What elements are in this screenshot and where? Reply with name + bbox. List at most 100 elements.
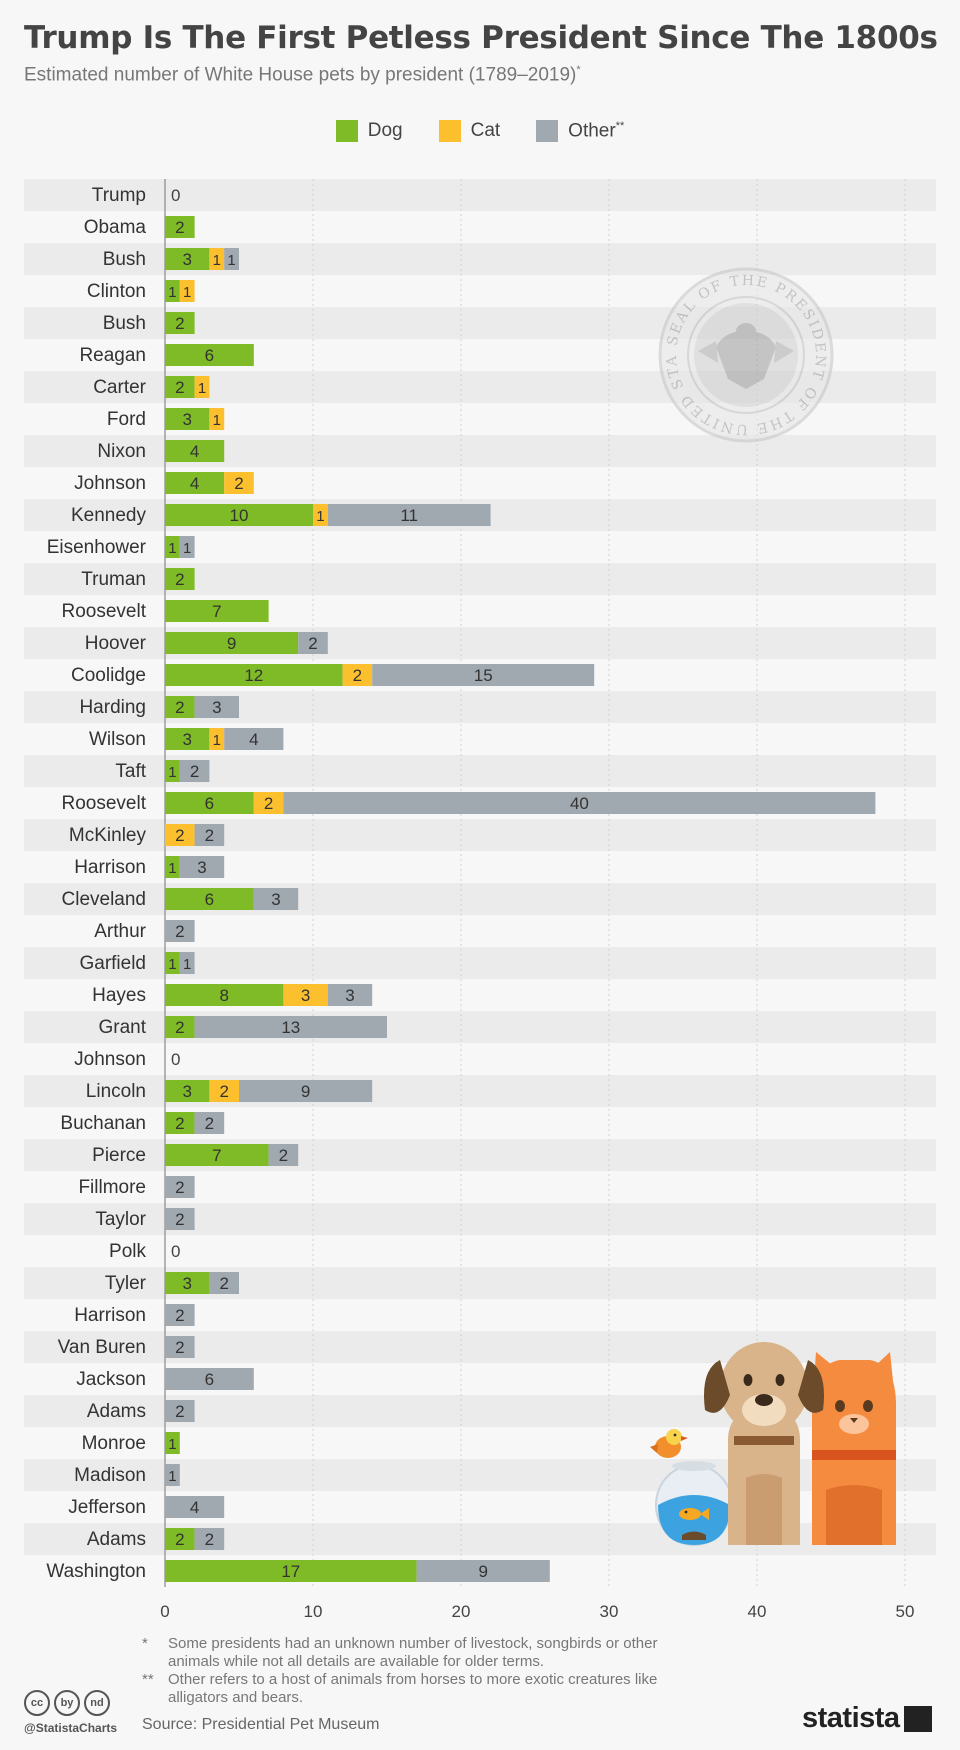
bar-value-label: 3 — [182, 1082, 191, 1101]
category-label: Johnson — [74, 473, 146, 494]
bar-value-label: 4 — [190, 442, 199, 461]
row-band — [24, 691, 936, 723]
bar-segment — [209, 1080, 239, 1102]
legend-swatch-cat — [438, 120, 461, 143]
bar-value-label: 2 — [175, 1018, 184, 1037]
bar-segment — [209, 1272, 239, 1294]
footnotes: * Some presidents had an unknown number … — [142, 1635, 688, 1707]
bar-value-label: 2 — [308, 634, 317, 653]
footnote-1-mark: * — [142, 1635, 148, 1652]
bar-segment — [165, 1144, 269, 1166]
category-label: Buchanan — [60, 1113, 146, 1134]
row-band — [24, 883, 936, 915]
fishbowl-icon — [655, 1461, 733, 1546]
bar-value-label: 1 — [168, 540, 176, 557]
bar-segment — [165, 1304, 195, 1326]
row-band — [24, 1011, 936, 1043]
bar-segment — [165, 1208, 195, 1230]
legend-label-dog: Dog — [367, 120, 403, 142]
bar-value-label: 1 — [168, 956, 176, 973]
bar-value-label: 1 — [316, 508, 324, 525]
cat-icon — [812, 1352, 896, 1545]
bar-segment — [165, 1560, 417, 1582]
bar-segment — [179, 760, 210, 782]
bar-value-label: 1 — [227, 252, 235, 269]
bar-value-label: 2 — [175, 378, 184, 397]
bar-value-label: 6 — [205, 794, 214, 813]
category-label: Garfield — [79, 953, 146, 974]
bar-segment — [179, 280, 195, 302]
bar-value-label: 2 — [234, 474, 243, 493]
category-labels: Trump Obama Bush Clinton Bush Reagan Carter For… — [46, 185, 146, 1582]
row-band — [24, 627, 936, 659]
bar-value-label: 7 — [212, 602, 221, 621]
bar-segment — [253, 792, 284, 814]
bar-segment — [165, 984, 284, 1006]
bar-value-label: 3 — [212, 698, 221, 717]
bar-value-label: 3 — [271, 890, 280, 909]
bar-segment — [179, 856, 225, 878]
category-label: Taylor — [95, 1209, 146, 1230]
bar-value-label: 3 — [345, 986, 354, 1005]
bar-segment — [165, 1496, 225, 1518]
statista-logo-mark-icon — [904, 1706, 932, 1732]
bar-segment — [209, 728, 225, 750]
category-label: Trump — [92, 185, 146, 206]
category-label: Fillmore — [78, 1177, 146, 1198]
zero-label: 0 — [171, 1050, 180, 1069]
bar-value-label: 4 — [249, 730, 258, 749]
x-tick-label: 10 — [304, 1602, 323, 1621]
bar-segment — [165, 632, 299, 654]
category-label: Tyler — [105, 1273, 147, 1294]
bar-value-label: 17 — [281, 1562, 300, 1581]
page-subtitle: Estimated number of White House pets by … — [24, 64, 581, 86]
bar-segment — [165, 920, 195, 942]
footnote-2: ** Other refers to a host of animals fro… — [142, 1671, 688, 1707]
bar-segment — [165, 1080, 210, 1102]
bird-icon — [650, 1429, 688, 1458]
pets-illustration-icon — [650, 1342, 896, 1546]
legend-item-other: Other** — [536, 120, 625, 143]
bar-segment — [165, 1176, 195, 1198]
footnote-2-text: Other refers to a host of animals from h… — [168, 1671, 658, 1706]
bar-value-label: 2 — [219, 1274, 228, 1293]
row-band — [24, 179, 936, 211]
category-label: Madison — [74, 1465, 146, 1486]
bar-value-label: 2 — [175, 218, 184, 237]
bar-segment — [194, 696, 239, 718]
category-label: Lincoln — [86, 1081, 146, 1102]
zero-label: 0 — [171, 1242, 180, 1261]
row-band — [24, 1075, 936, 1107]
bar-value-label: 1 — [183, 284, 191, 301]
bar-value-label: 2 — [175, 1530, 184, 1549]
bar-value-label: 1 — [213, 252, 221, 269]
bar-value-label: 2 — [190, 762, 199, 781]
category-label: Ford — [107, 409, 146, 430]
bar-value-label: 2 — [175, 1338, 184, 1357]
legend-label-other-mark: ** — [615, 120, 625, 132]
bar-value-label: 2 — [205, 1114, 214, 1133]
bar-value-label: 2 — [175, 1114, 184, 1133]
subtitle-mark: * — [576, 64, 581, 76]
bar-value-label: 3 — [182, 250, 191, 269]
bar-segment — [165, 952, 180, 974]
bar-value-label: 9 — [478, 1562, 487, 1581]
category-label: Cleveland — [62, 889, 147, 910]
bar-segment — [165, 440, 225, 462]
bar-segment — [165, 1336, 195, 1358]
bar-value-label: 13 — [281, 1018, 300, 1037]
social-handle: @StatistaCharts — [24, 1721, 118, 1735]
bar-segment — [165, 792, 254, 814]
category-label: Hoover — [85, 633, 147, 654]
bar-segment — [224, 728, 284, 750]
bar-segment — [342, 664, 373, 686]
row-band — [24, 1139, 936, 1171]
bar-value-label: 7 — [212, 1146, 221, 1165]
bar-value-label: 1 — [168, 860, 176, 877]
bar-value-label: 2 — [219, 1082, 228, 1101]
bar-value-label: 1 — [168, 764, 176, 781]
category-label: Wilson — [89, 729, 146, 750]
bar-segment — [209, 408, 225, 430]
bar-segment — [165, 536, 180, 558]
bar-segment — [165, 216, 195, 238]
